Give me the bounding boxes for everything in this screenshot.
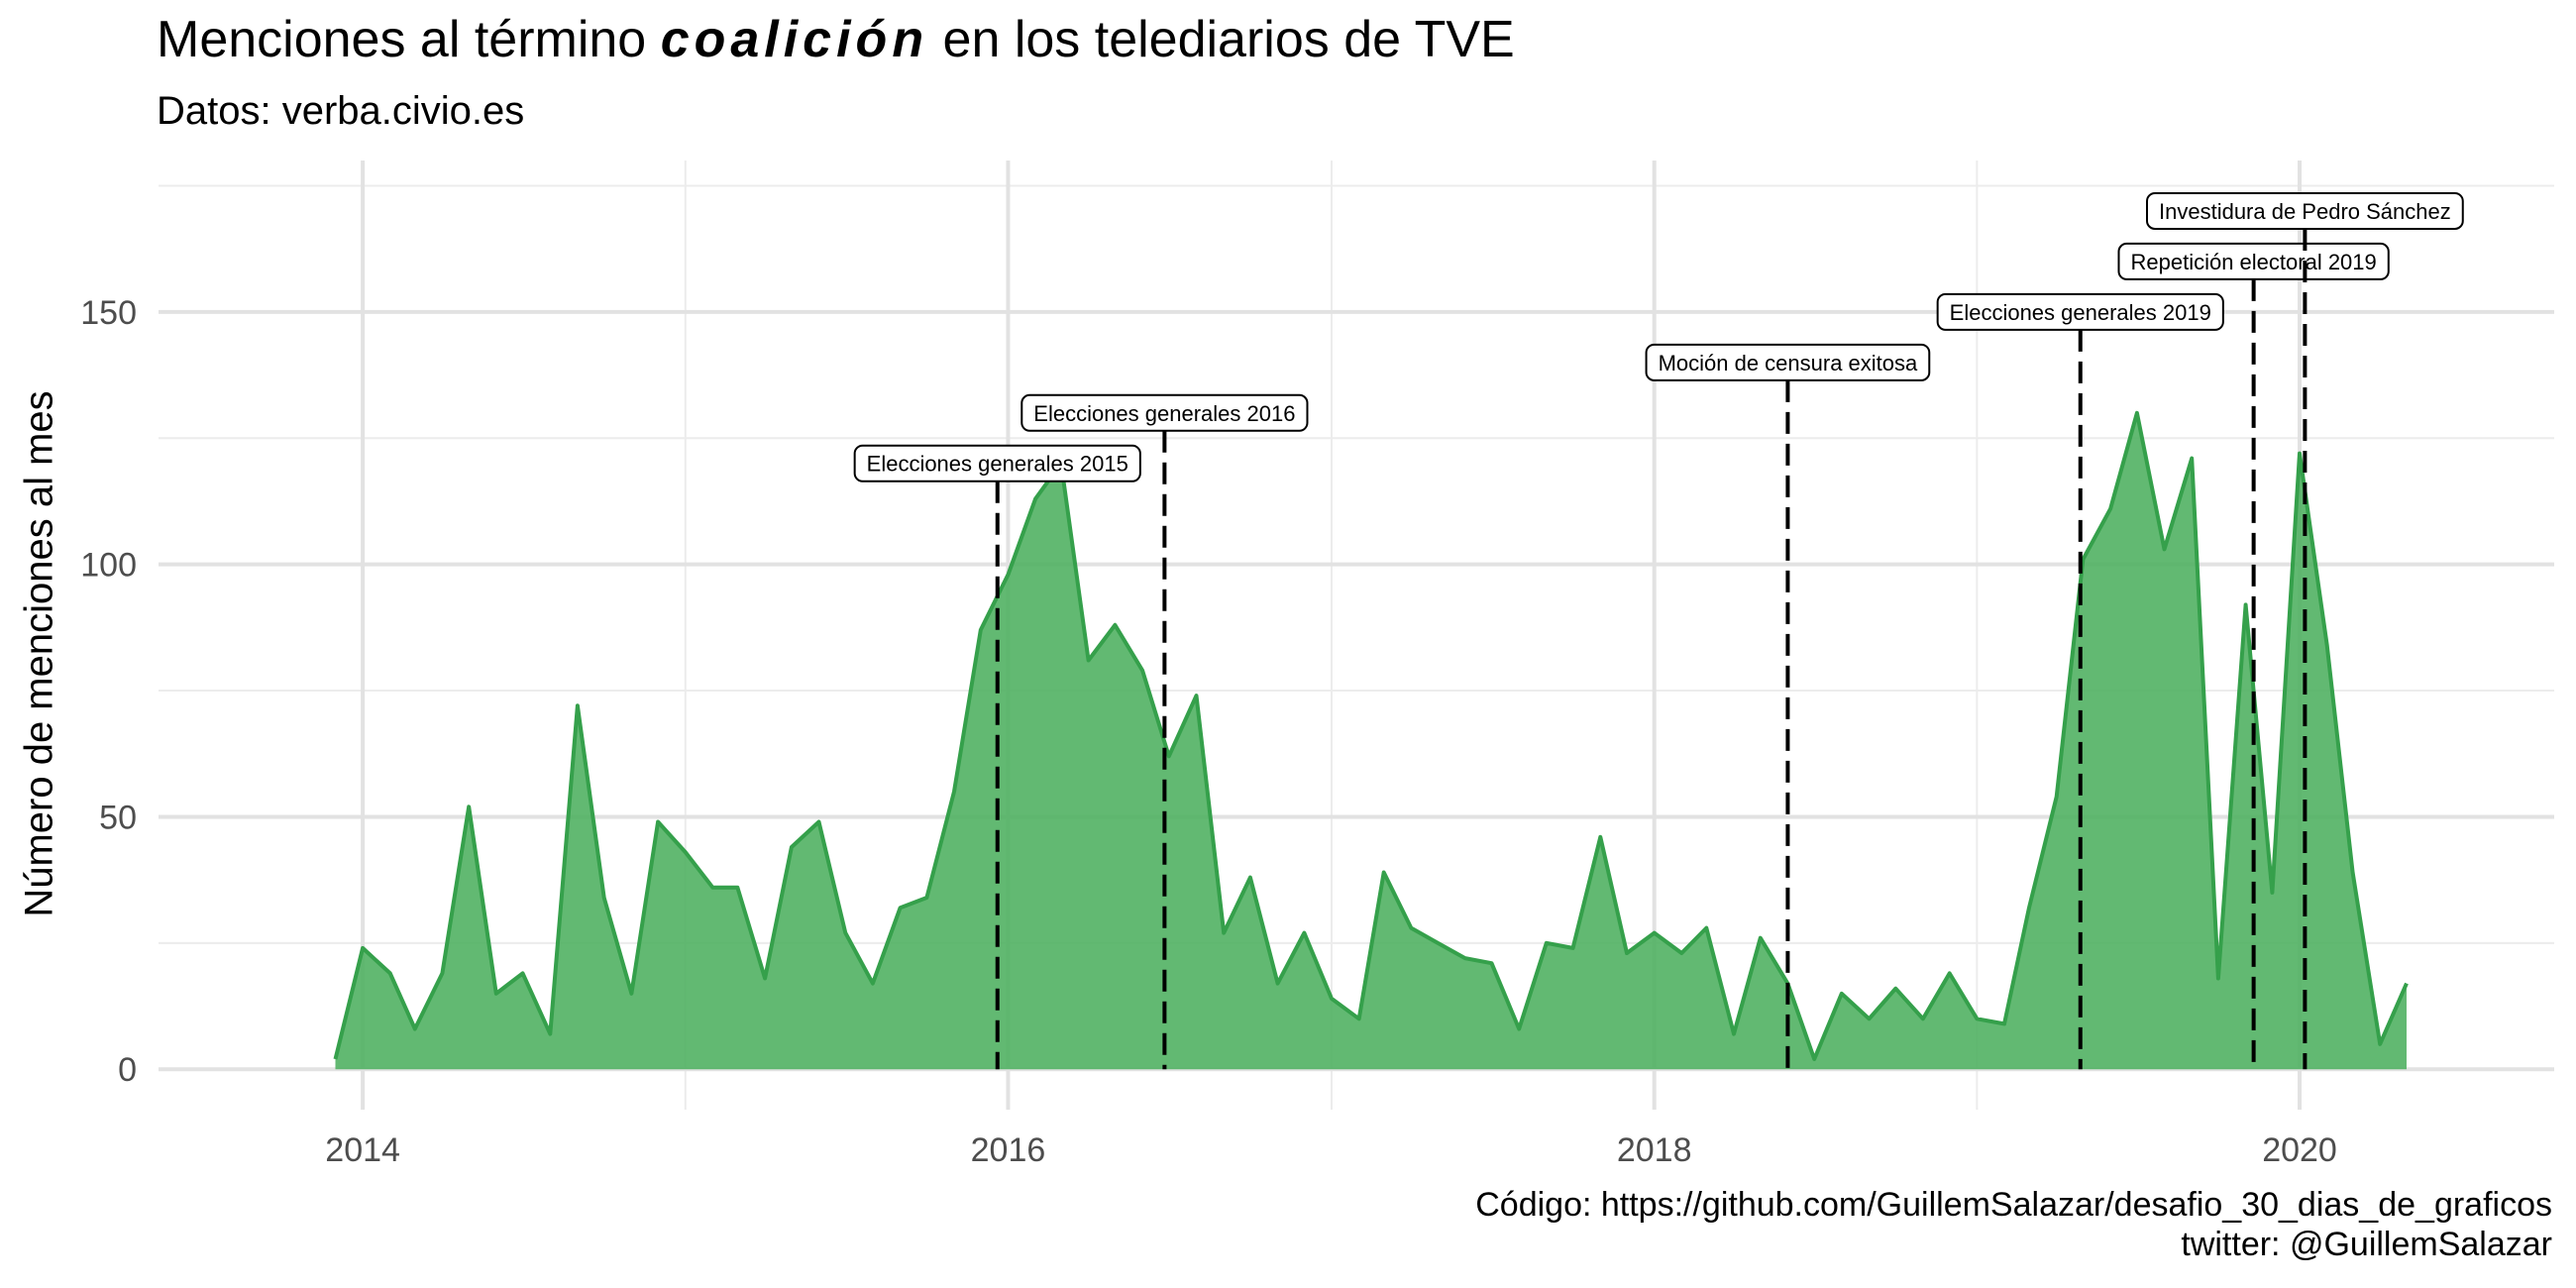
caption-code-line: Código: https://github.com/GuillemSalaza… bbox=[1475, 1186, 2552, 1224]
event-label-text: Moción de censura exitosa bbox=[1659, 351, 1918, 376]
event-label-box bbox=[1645, 343, 1931, 381]
event-label: Moción de censura exitosa bbox=[1645, 343, 1931, 381]
event-label-box bbox=[1020, 393, 1309, 432]
x-tick-label: 2014 bbox=[325, 1131, 400, 1169]
x-tick-label: 2016 bbox=[971, 1131, 1046, 1169]
event-label: Repetición electoral 2019 bbox=[2117, 242, 2390, 280]
area-layer bbox=[333, 410, 2409, 1070]
event-label-text: Elecciones generales 2015 bbox=[867, 452, 1128, 477]
event-label-box bbox=[2117, 242, 2390, 280]
event-label-text: Elecciones generales 2019 bbox=[1950, 300, 2211, 325]
annotation-layer: Elecciones generales 2015 Elecciones gene… bbox=[853, 191, 2464, 1070]
x-tick-label: 2018 bbox=[1617, 1131, 1692, 1169]
event-label-text: Elecciones generales 2016 bbox=[1033, 401, 1295, 426]
title-prefix: Menciones al término bbox=[157, 11, 661, 68]
y-tick-label: 150 bbox=[80, 294, 137, 332]
y-tick-label: 0 bbox=[118, 1051, 137, 1089]
chart-title: Menciones al término coalición en los te… bbox=[157, 10, 1515, 69]
y-tick-label: 50 bbox=[99, 799, 137, 836]
event-label-text: Investidura de Pedro Sánchez bbox=[2159, 199, 2451, 224]
event-label: Elecciones generales 2019 bbox=[1936, 292, 2224, 331]
y-tick-label: 100 bbox=[80, 547, 137, 585]
axis-layer: 0 50 100 150 2014 2016 2018 2020 bbox=[80, 294, 2337, 1169]
event-label-box bbox=[1936, 292, 2224, 331]
chart-caption: Código: https://github.com/GuillemSalaza… bbox=[1475, 1185, 2552, 1264]
event-label-box bbox=[2146, 191, 2464, 230]
title-suffix: en los telediarios de TVE bbox=[928, 11, 1515, 68]
chart-subtitle: Datos: verba.civio.es bbox=[157, 89, 525, 133]
event-label: Investidura de Pedro Sánchez bbox=[2146, 191, 2464, 230]
event-label: Elecciones generales 2016 bbox=[1020, 393, 1309, 432]
title-emphasis: coalición bbox=[660, 11, 929, 68]
event-label: Elecciones generales 2015 bbox=[853, 444, 1141, 483]
x-tick-label: 2020 bbox=[2262, 1131, 2337, 1169]
caption-twitter-line: twitter: @GuillemSalazar bbox=[2181, 1226, 2552, 1263]
series-line bbox=[333, 410, 2409, 1061]
event-label-box bbox=[853, 444, 1141, 483]
event-label-text: Repetición electoral 2019 bbox=[2130, 250, 2376, 274]
area-fill bbox=[335, 412, 2407, 1070]
